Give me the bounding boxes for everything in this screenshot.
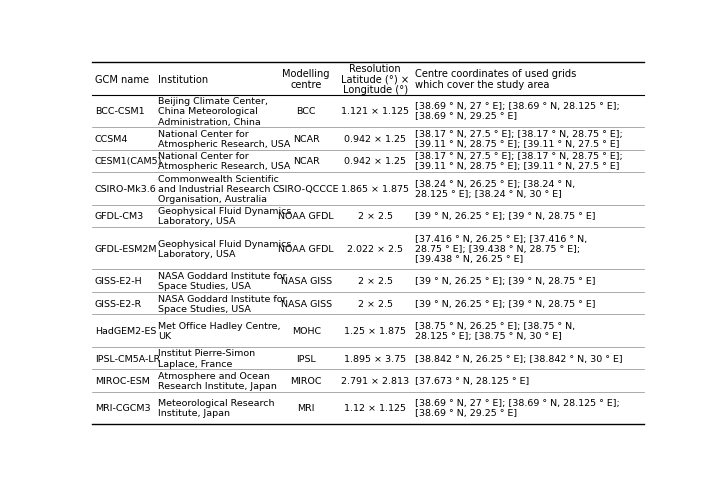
Text: UK: UK [158, 331, 171, 340]
Text: MIROC-ESM: MIROC-ESM [95, 376, 150, 385]
Text: [38.17 ° N, 27.5 ° E]; [38.17 ° N, 28.75 ° E];: [38.17 ° N, 27.5 ° E]; [38.17 ° N, 28.75… [414, 152, 622, 161]
Text: Organisation, Australia: Organisation, Australia [158, 194, 267, 204]
Text: NASA Goddard Institute for: NASA Goddard Institute for [158, 272, 287, 281]
Text: centre: centre [290, 79, 322, 89]
Text: 2.791 × 2.813: 2.791 × 2.813 [341, 376, 409, 385]
Text: Modelling: Modelling [282, 69, 330, 79]
Text: NCAR: NCAR [293, 135, 320, 144]
Text: Institution: Institution [158, 74, 208, 84]
Text: which cover the study area: which cover the study area [414, 79, 549, 89]
Text: 1.121 × 1.125: 1.121 × 1.125 [341, 107, 409, 116]
Text: Institute, Japan: Institute, Japan [158, 408, 230, 418]
Text: BCC-CSM1: BCC-CSM1 [95, 107, 144, 116]
Text: NOAA GFDL: NOAA GFDL [278, 212, 334, 221]
Text: 2 × 2.5: 2 × 2.5 [358, 276, 393, 286]
Text: [37.673 ° N, 28.125 ° E]: [37.673 ° N, 28.125 ° E] [414, 376, 529, 385]
Text: 2 × 2.5: 2 × 2.5 [358, 299, 393, 308]
Text: GISS-E2-H: GISS-E2-H [95, 276, 142, 286]
Text: [38.69 ° N, 27 ° E]; [38.69 ° N, 28.125 ° E];: [38.69 ° N, 27 ° E]; [38.69 ° N, 28.125 … [414, 102, 619, 111]
Text: 1.12 × 1.125: 1.12 × 1.125 [344, 404, 407, 412]
Text: Beijing Climate Center,: Beijing Climate Center, [158, 97, 268, 106]
Text: 28.125 ° E]; [38.75 ° N, 30 ° E]: 28.125 ° E]; [38.75 ° N, 30 ° E] [414, 331, 561, 340]
Text: 28.125 ° E]; [38.24 ° N, 30 ° E]: 28.125 ° E]; [38.24 ° N, 30 ° E] [414, 190, 561, 198]
Text: Geophysical Fluid Dynamics: Geophysical Fluid Dynamics [158, 207, 291, 216]
Text: Space Studies, USA: Space Studies, USA [158, 282, 251, 290]
Text: NASA GISS: NASA GISS [280, 276, 332, 286]
Text: Centre coordinates of used grids: Centre coordinates of used grids [414, 69, 576, 79]
Text: NCAR: NCAR [293, 157, 320, 166]
Text: IPSL-CM5A-LR: IPSL-CM5A-LR [95, 354, 160, 363]
Text: NOAA GFDL: NOAA GFDL [278, 244, 334, 253]
Text: Institut Pierre-Simon: Institut Pierre-Simon [158, 349, 255, 358]
Text: MOHC: MOHC [292, 326, 320, 336]
Text: Atmospheric Research, USA: Atmospheric Research, USA [158, 140, 290, 149]
Text: CESM1(CAM5): CESM1(CAM5) [95, 157, 162, 166]
Text: 1.895 × 3.75: 1.895 × 3.75 [344, 354, 407, 363]
Text: MRI-CGCM3: MRI-CGCM3 [95, 404, 151, 412]
Text: 1.865 × 1.875: 1.865 × 1.875 [341, 184, 409, 193]
Text: MIROC: MIROC [290, 376, 322, 385]
Text: 1.25 × 1.875: 1.25 × 1.875 [344, 326, 407, 336]
Text: National Center for: National Center for [158, 130, 249, 139]
Text: and Industrial Research: and Industrial Research [158, 184, 270, 193]
Text: [39.11 ° N, 28.75 ° E]; [39.11 ° N, 27.5 ° E]: [39.11 ° N, 28.75 ° E]; [39.11 ° N, 27.5… [414, 162, 619, 171]
Text: [38.842 ° N, 26.25 ° E]; [38.842 ° N, 30 ° E]: [38.842 ° N, 26.25 ° E]; [38.842 ° N, 30… [414, 354, 622, 363]
Text: Atmospheric Research, USA: Atmospheric Research, USA [158, 162, 290, 171]
Text: 2 × 2.5: 2 × 2.5 [358, 212, 393, 221]
Text: Laboratory, USA: Laboratory, USA [158, 217, 236, 226]
Text: GFDL-CM3: GFDL-CM3 [95, 212, 144, 221]
Text: [38.69 ° N, 29.25 ° E]: [38.69 ° N, 29.25 ° E] [414, 112, 517, 121]
Text: 0.942 × 1.25: 0.942 × 1.25 [344, 157, 407, 166]
Text: Longitude (°): Longitude (°) [343, 84, 408, 95]
Text: GCM name: GCM name [95, 74, 148, 84]
Text: Research Institute, Japan: Research Institute, Japan [158, 381, 277, 390]
Text: MRI: MRI [298, 404, 315, 412]
Text: [38.69 ° N, 27 ° E]; [38.69 ° N, 28.125 ° E];: [38.69 ° N, 27 ° E]; [38.69 ° N, 28.125 … [414, 398, 619, 408]
Text: [39 ° N, 26.25 ° E]; [39 ° N, 28.75 ° E]: [39 ° N, 26.25 ° E]; [39 ° N, 28.75 ° E] [414, 299, 595, 308]
Text: HadGEM2-ES: HadGEM2-ES [95, 326, 156, 336]
Text: 28.75 ° E]; [39.438 ° N, 28.75 ° E];: 28.75 ° E]; [39.438 ° N, 28.75 ° E]; [414, 244, 580, 253]
Text: 0.942 × 1.25: 0.942 × 1.25 [344, 135, 407, 144]
Text: Meteorological Research: Meteorological Research [158, 398, 275, 408]
Text: Space Studies, USA: Space Studies, USA [158, 304, 251, 313]
Text: China Meteorological: China Meteorological [158, 107, 258, 116]
Text: [37.416 ° N, 26.25 ° E]; [37.416 ° N,: [37.416 ° N, 26.25 ° E]; [37.416 ° N, [414, 234, 587, 243]
Text: Laplace, France: Laplace, France [158, 359, 232, 368]
Text: CCSM4: CCSM4 [95, 135, 128, 144]
Text: [39.11 ° N, 28.75 ° E]; [39.11 ° N, 27.5 ° E]: [39.11 ° N, 28.75 ° E]; [39.11 ° N, 27.5… [414, 140, 619, 149]
Text: Administration, China: Administration, China [158, 117, 261, 126]
Text: GFDL-ESM2M: GFDL-ESM2M [95, 244, 157, 253]
Text: BCC: BCC [296, 107, 316, 116]
Text: 2.022 × 2.5: 2.022 × 2.5 [347, 244, 403, 253]
Text: [38.75 ° N, 26.25 ° E]; [38.75 ° N,: [38.75 ° N, 26.25 ° E]; [38.75 ° N, [414, 322, 575, 330]
Text: Met Office Hadley Centre,: Met Office Hadley Centre, [158, 322, 280, 330]
Text: CSIRO-QCCCE: CSIRO-QCCCE [273, 184, 339, 193]
Text: National Center for: National Center for [158, 152, 249, 161]
Text: Laboratory, USA: Laboratory, USA [158, 249, 236, 258]
Text: [39 ° N, 26.25 ° E]; [39 ° N, 28.75 ° E]: [39 ° N, 26.25 ° E]; [39 ° N, 28.75 ° E] [414, 276, 595, 286]
Text: GISS-E2-R: GISS-E2-R [95, 299, 142, 308]
Text: Latitude (°) ×: Latitude (°) × [341, 74, 409, 84]
Text: CSIRO-Mk3.6: CSIRO-Mk3.6 [95, 184, 156, 193]
Text: [39.438 ° N, 26.25 ° E]: [39.438 ° N, 26.25 ° E] [414, 254, 523, 263]
Text: NASA GISS: NASA GISS [280, 299, 332, 308]
Text: NASA Goddard Institute for: NASA Goddard Institute for [158, 294, 287, 303]
Text: Commonwealth Scientific: Commonwealth Scientific [158, 174, 279, 183]
Text: [39 ° N, 26.25 ° E]; [39 ° N, 28.75 ° E]: [39 ° N, 26.25 ° E]; [39 ° N, 28.75 ° E] [414, 212, 595, 221]
Text: [38.69 ° N, 29.25 ° E]: [38.69 ° N, 29.25 ° E] [414, 408, 517, 418]
Text: [38.24 ° N, 26.25 ° E]; [38.24 ° N,: [38.24 ° N, 26.25 ° E]; [38.24 ° N, [414, 180, 575, 188]
Text: Geophysical Fluid Dynamics: Geophysical Fluid Dynamics [158, 239, 291, 248]
Text: [38.17 ° N, 27.5 ° E]; [38.17 ° N, 28.75 ° E];: [38.17 ° N, 27.5 ° E]; [38.17 ° N, 28.75… [414, 130, 622, 139]
Text: IPSL: IPSL [296, 354, 316, 363]
Text: Atmosphere and Ocean: Atmosphere and Ocean [158, 371, 270, 380]
Text: Resolution: Resolution [349, 64, 401, 74]
